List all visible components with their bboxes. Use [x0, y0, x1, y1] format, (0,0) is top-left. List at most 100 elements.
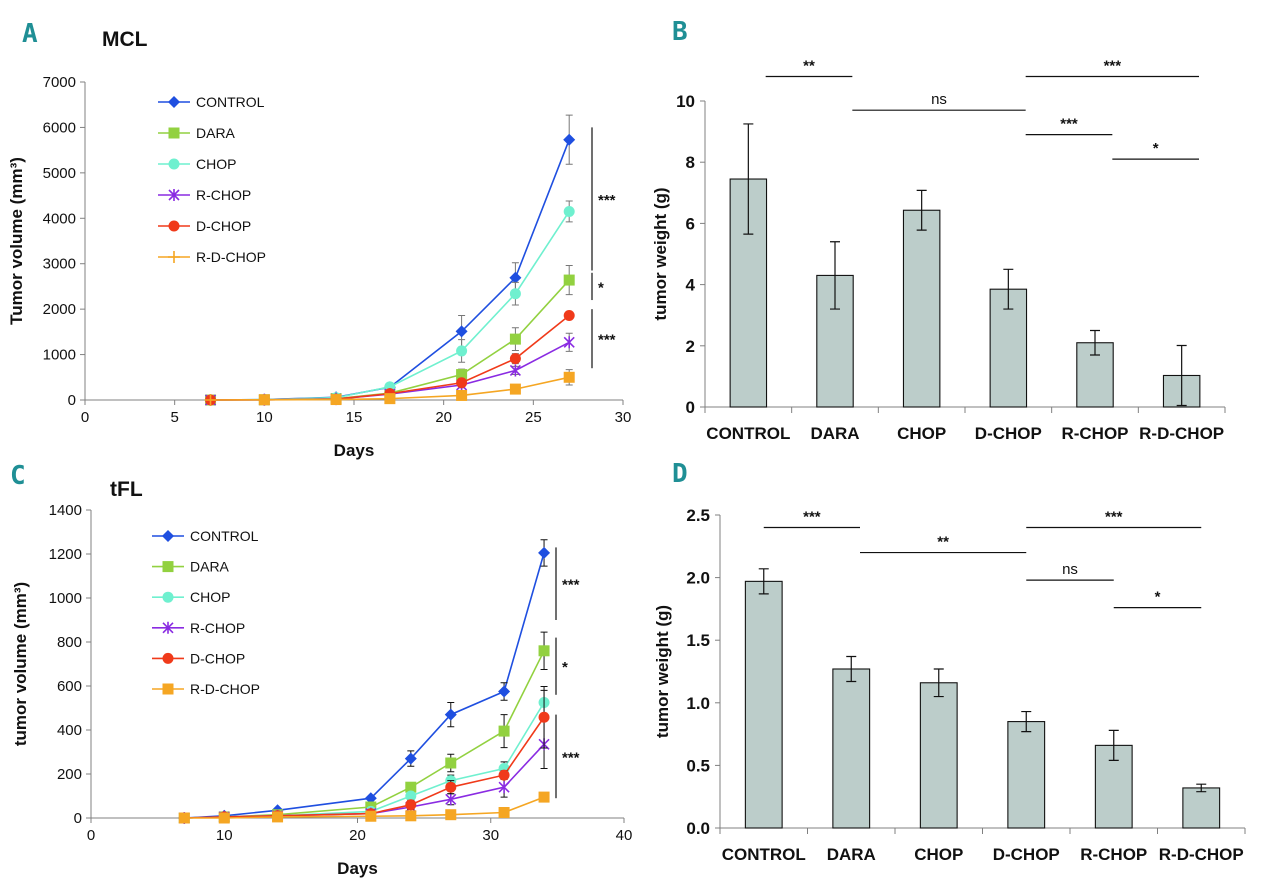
x-tick-label-b: DARA — [810, 424, 859, 443]
series-dara-a-point — [456, 369, 468, 381]
y-tick-label-a: 2000 — [43, 301, 76, 318]
bar-chop-b — [902, 209, 941, 408]
y-tick-label-c: 0 — [74, 810, 82, 827]
x-axis-title-a: Days — [334, 441, 375, 460]
series-chop-a-point-shape — [509, 288, 521, 300]
series-d-chop-a-point — [509, 353, 521, 365]
x-tick-label-a: 20 — [435, 409, 452, 426]
errorbar-control-b — [743, 123, 754, 235]
series-chop-c-line — [184, 702, 545, 819]
errorbar-d-chop-b — [1003, 268, 1014, 310]
y-tick-label-d: 1.0 — [686, 694, 710, 713]
legend-entry-r-chop-a-marker-shape — [168, 189, 180, 201]
series-r-chop-c-point-shape — [498, 781, 510, 794]
legend-entry-dara-c-marker — [162, 561, 174, 573]
chart-title-c: tFL — [110, 478, 143, 501]
bar-control-d — [744, 580, 783, 829]
series-r-d-chop-c-point-shape — [272, 811, 284, 823]
y-tick-label-a: 4000 — [43, 210, 76, 227]
series-r-d-chop-c-point — [405, 810, 417, 822]
y-axis-title-b: tumor weight (g) — [651, 187, 670, 320]
x-tick-label-d: D-CHOP — [993, 845, 1060, 864]
series-dara-a-point — [563, 274, 575, 286]
legend-entry-chop-a-marker — [168, 158, 180, 170]
series-dara-c-point-shape — [538, 645, 550, 657]
series-r-d-chop-c-point-shape — [498, 807, 510, 818]
y-axis-title-d: tumor weight (g) — [653, 605, 672, 738]
series-d-chop-a-point-shape — [509, 353, 521, 365]
series-dara-a-point-shape — [563, 274, 575, 286]
series-chop-a-point — [509, 288, 521, 300]
errorbar-chop-d — [933, 668, 944, 698]
bar-chop-d — [919, 682, 958, 829]
errorbar-dara-b — [830, 241, 840, 310]
y-tick-label-c: 1200 — [49, 546, 82, 563]
y-tick-label-b: 6 — [686, 214, 695, 233]
series-chop-a-point — [456, 345, 468, 357]
significance-label-b: *** — [1060, 116, 1078, 133]
series-r-d-chop-a-point — [456, 389, 468, 401]
y-tick-label-c: 200 — [57, 766, 82, 783]
legend-entry-r-d-chop-c-label: R-D-CHOP — [190, 681, 260, 697]
legend-entry-control-c-label: CONTROL — [190, 528, 259, 544]
x-tick-label-d: DARA — [827, 845, 876, 864]
series-control-a-point — [455, 325, 468, 338]
y-tick-label-b: 10 — [676, 92, 695, 111]
series-control-c-point — [404, 752, 417, 765]
series-r-d-chop-c-point-shape — [365, 810, 377, 822]
series-d-chop-c-point-shape — [498, 769, 510, 781]
series-control-a-point — [509, 271, 522, 284]
bar-r-d-chop-d — [1182, 787, 1221, 829]
series-control-c-line — [184, 552, 545, 819]
series-r-chop-c-point-shape — [445, 793, 457, 806]
series-r-d-chop-c-point — [445, 809, 457, 821]
legend-entry-control-a-marker — [168, 96, 180, 108]
series-r-chop-c-point — [445, 793, 457, 806]
x-tick-label-d: R-D-CHOP — [1159, 845, 1244, 864]
legend-entry-chop-c-marker — [162, 591, 174, 603]
y-tick-label-a: 1000 — [43, 347, 76, 364]
series-control-a-point — [563, 133, 576, 146]
series-r-d-chop-c-point-shape — [538, 791, 550, 803]
legend-entry-r-chop-a-label: R-CHOP — [196, 187, 251, 203]
series-r-d-chop-c-point — [178, 812, 190, 824]
series-r-d-chop-c-point-shape — [178, 812, 190, 824]
x-tick-label-b: CONTROL — [706, 424, 790, 443]
legend-entry-d-chop-c-label: D-CHOP — [190, 650, 245, 666]
legend-entry-chop-a-marker-shape — [168, 158, 180, 170]
series-d-chop-a-point-shape — [563, 310, 575, 322]
series-dara-c-line — [184, 650, 545, 819]
x-tick-label-d: CONTROL — [722, 845, 806, 864]
series-d-chop-c-point-shape — [538, 711, 550, 723]
x-tick-label-c: 20 — [349, 827, 366, 844]
x-tick-label-c: 40 — [616, 827, 633, 844]
y-tick-label-c: 400 — [57, 722, 82, 739]
legend-entry-chop-c-label: CHOP — [190, 589, 230, 605]
legend-entry-dara-a-label: DARA — [196, 125, 236, 141]
legend-entry-r-d-chop-c-marker — [162, 683, 174, 695]
legend-entry-chop-c-marker-shape — [162, 591, 174, 603]
significance-label-a: *** — [598, 332, 616, 349]
series-chop-a-point-shape — [563, 205, 575, 217]
series-r-d-chop-c-line — [184, 796, 545, 819]
series-r-d-chop-c-point — [272, 811, 284, 823]
y-tick-label-b: 2 — [686, 337, 695, 356]
errorbar-r-d-chop-d — [1196, 783, 1207, 793]
legend-entry-control-a-label: CONTROL — [196, 94, 265, 110]
y-tick-label-a: 3000 — [43, 256, 76, 273]
series-dara-c-point — [405, 781, 417, 793]
series-r-d-chop-a-point-shape — [258, 394, 270, 406]
significance-label-d: *** — [803, 509, 821, 526]
series-d-chop-c-point — [405, 799, 417, 811]
y-tick-label-a: 6000 — [43, 119, 76, 136]
legend-entry-d-chop-c-marker-shape — [162, 652, 174, 664]
y-tick-label-b: 8 — [686, 153, 695, 172]
bar-dara-d — [832, 668, 871, 829]
series-control-c-point-shape — [444, 708, 457, 721]
series-r-d-chop-c-point-shape — [405, 810, 417, 822]
significance-label-b: ns — [931, 91, 947, 108]
panel-label-c: C — [10, 461, 26, 491]
series-dara-c-point-shape — [405, 781, 417, 793]
series-r-chop-a-point-shape — [563, 336, 575, 349]
